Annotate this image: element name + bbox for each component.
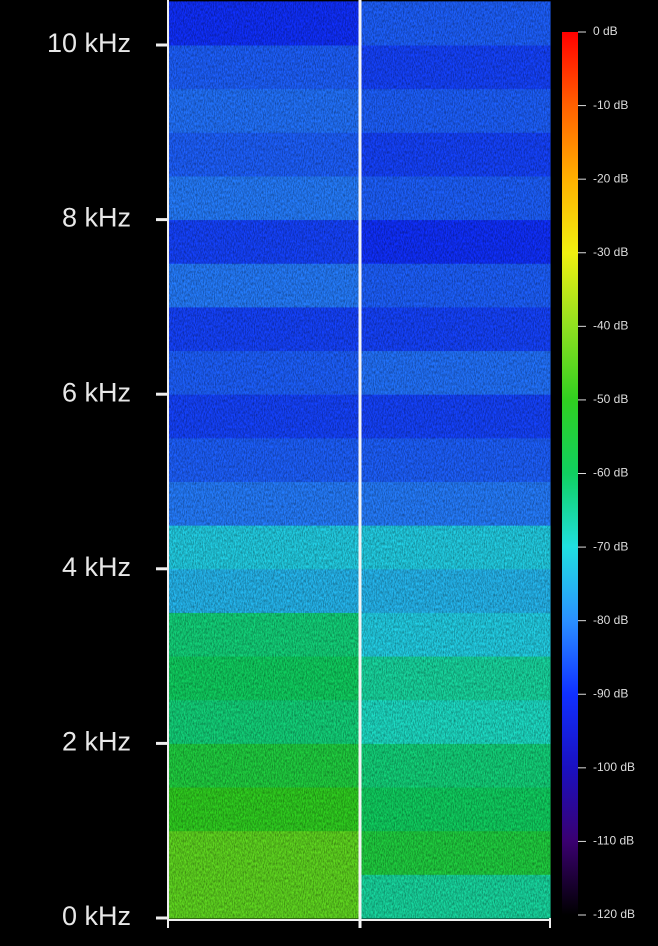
y-tick-label: 10 kHz — [47, 28, 131, 58]
colorbar-label: -90 dB — [593, 686, 628, 700]
colorbar-label: -100 dB — [593, 760, 635, 774]
colorbar-label: -50 dB — [593, 392, 628, 406]
spectrogram: 0 kHz 2 kHz 4 kHz 6 kHz 8 kHz 10 kHz 0 dB -10 d… — [0, 0, 658, 946]
colorbar-label: -80 dB — [593, 613, 628, 627]
colorbar-label: 0 dB — [593, 24, 618, 38]
y-tick-label: 8 kHz — [62, 203, 131, 233]
y-tick-label: 2 kHz — [62, 727, 131, 757]
colorbar-label: -70 dB — [593, 539, 628, 553]
colorbar-label: -40 dB — [593, 319, 628, 333]
colorbar-label: -30 dB — [593, 245, 628, 259]
colorbar-label: -110 dB — [593, 834, 634, 848]
y-tick-label: 6 kHz — [62, 377, 131, 407]
colorbar-label: -60 dB — [593, 466, 628, 480]
colorbar-label: -10 dB — [593, 98, 628, 112]
y-tick-label: 4 kHz — [62, 552, 131, 582]
colorbar — [562, 32, 578, 915]
colorbar-label: -20 dB — [593, 171, 628, 185]
y-tick-label: 0 kHz — [62, 901, 131, 931]
colorbar-label: -120 dB — [593, 907, 635, 921]
